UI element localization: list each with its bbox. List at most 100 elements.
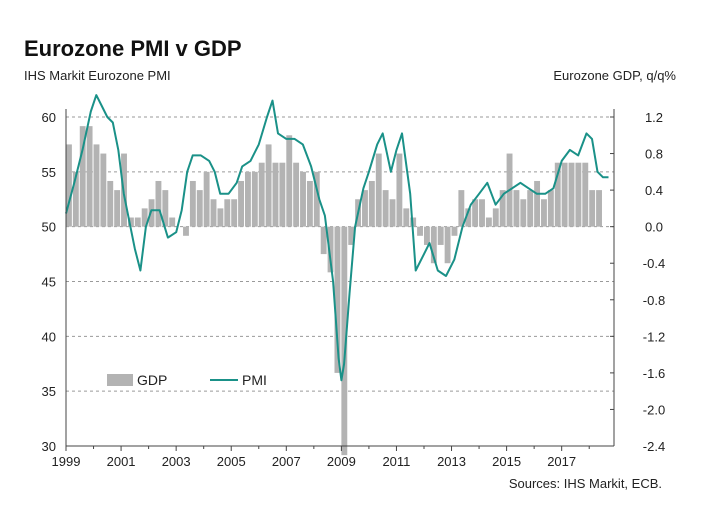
gdp-bar <box>389 199 396 227</box>
gdp-bar <box>527 190 534 227</box>
gdp-bar <box>306 180 313 227</box>
x-tick-label: 2001 <box>107 454 136 469</box>
right-axis-ticks: -2.4 -2.0 -1.6 -1.2 -0.8 -0.4 0.0 0.4 0.8 1.2 <box>610 110 665 454</box>
gdp-bar <box>183 226 189 236</box>
gdp-bar <box>375 153 382 227</box>
gdp-bar <box>141 208 148 227</box>
gdp-bar <box>396 153 403 227</box>
gdp-bar <box>341 226 348 456</box>
gdp-bar <box>93 144 100 227</box>
gdp-bar <box>148 199 155 227</box>
source-note: Sources: IHS Markit, ECB. <box>509 476 662 491</box>
x-tick-label: 2015 <box>492 454 521 469</box>
right-tick-label: -0.4 <box>643 256 665 271</box>
left-axis-ticks: 30 35 40 45 50 55 60 <box>42 110 56 454</box>
right-tick-label: -0.8 <box>643 293 665 308</box>
x-tick-label: 2011 <box>382 454 410 469</box>
right-tick-label: -1.2 <box>643 329 665 344</box>
right-tick-label: 0.0 <box>645 220 663 235</box>
gdp-bar <box>541 199 547 227</box>
gdp-bar <box>155 180 162 227</box>
gdp-bar <box>582 162 589 227</box>
gdp-bar <box>334 226 341 373</box>
gdp-bar <box>382 190 389 227</box>
left-tick-label: 50 <box>42 220 56 235</box>
legend: GDP PMI <box>107 372 267 388</box>
gdp-bar <box>127 217 134 227</box>
gdp-bar <box>368 180 375 227</box>
gdp-bar <box>499 190 506 227</box>
gdp-bar <box>265 144 272 227</box>
gdp-bar <box>279 162 286 227</box>
right-axis-label: Eurozone GDP, q/q% <box>553 68 676 83</box>
gdp-bar <box>485 217 492 227</box>
gdp-bar <box>134 217 141 227</box>
gdp-bar <box>327 226 334 273</box>
gdp-bar <box>272 162 279 227</box>
gdp-bar <box>589 190 596 227</box>
gdp-bar <box>313 171 320 227</box>
gdp-bar <box>472 199 479 227</box>
right-tick-label: 0.4 <box>645 183 663 198</box>
axes <box>65 109 615 447</box>
gdp-bar <box>596 190 602 227</box>
gdp-bar <box>86 126 93 227</box>
gdp-bar <box>547 190 554 227</box>
gdp-bar <box>286 135 293 227</box>
x-tick-label: 2009 <box>327 454 356 469</box>
legend-gdp-label: GDP <box>137 372 167 388</box>
gdp-bar <box>513 190 520 227</box>
x-axis-ticks: 1999 2001 2003 2005 2007 2009 2011 2013 2015 2017 <box>52 446 590 469</box>
gdp-bars <box>66 126 602 456</box>
x-tick-label: 2005 <box>217 454 246 469</box>
gdp-bar <box>417 226 423 236</box>
gdp-bar <box>444 226 451 264</box>
gdp-bar <box>561 162 568 227</box>
right-tick-label: 0.8 <box>645 147 663 162</box>
x-tick-label: 2017 <box>547 454 576 469</box>
gdp-bar <box>320 226 327 255</box>
gdp-bar <box>238 180 244 227</box>
gdp-bar <box>107 180 114 227</box>
x-tick-label: 2013 <box>437 454 466 469</box>
x-tick-label: 2003 <box>162 454 191 469</box>
gdp-bar <box>451 226 458 236</box>
chart-title: Eurozone PMI v GDP <box>24 36 242 61</box>
pmi-line-group <box>65 94 609 382</box>
gdp-bar <box>479 199 485 227</box>
gdp-bar <box>114 190 121 227</box>
gdp-bar <box>244 171 251 227</box>
legend-pmi-label: PMI <box>242 372 267 388</box>
left-axis-label: IHS Markit Eurozone PMI <box>24 68 171 83</box>
gdp-bar <box>231 199 238 227</box>
gdp-bar <box>534 180 541 227</box>
gdp-bar <box>100 153 107 227</box>
gdp-bar <box>258 162 265 227</box>
left-tick-label: 60 <box>42 110 56 125</box>
pmi-line <box>65 94 609 382</box>
gdp-bar <box>575 162 582 227</box>
gdp-bar <box>403 208 410 227</box>
gdp-bar <box>430 226 437 264</box>
gdp-bar <box>300 171 306 227</box>
left-tick-label: 40 <box>42 329 56 344</box>
gdp-bar <box>293 162 300 227</box>
gdp-bar <box>520 199 527 227</box>
gdp-bar <box>217 208 224 227</box>
gdp-bar <box>458 190 465 227</box>
x-tick-label: 1999 <box>52 454 81 469</box>
right-tick-label: -2.0 <box>643 402 665 417</box>
gdp-bar <box>162 190 169 227</box>
gdp-bar <box>348 226 355 245</box>
gdp-bar <box>251 171 258 227</box>
gdp-bar <box>79 126 86 227</box>
gdp-bar <box>210 199 217 227</box>
left-tick-label: 35 <box>42 384 56 399</box>
gdp-bar <box>492 208 499 227</box>
x-tick-label: 2007 <box>272 454 301 469</box>
right-tick-label: -2.4 <box>643 439 665 454</box>
gdp-bar <box>169 217 176 227</box>
gdp-bar <box>568 162 575 227</box>
gdp-bar <box>72 171 79 227</box>
